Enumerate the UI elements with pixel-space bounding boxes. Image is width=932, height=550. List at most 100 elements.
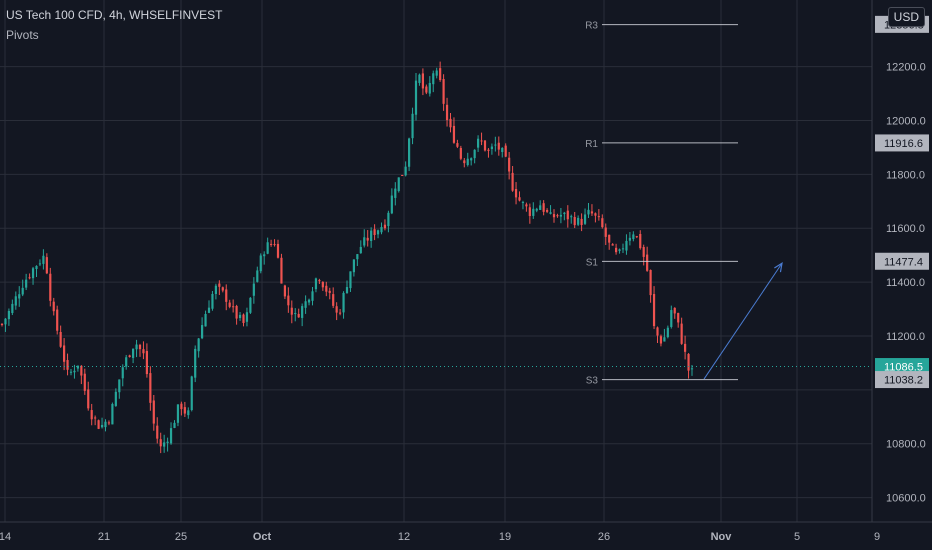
candle — [207, 300, 211, 314]
candle-body — [583, 214, 587, 224]
candle-body — [242, 314, 245, 323]
candle — [228, 299, 231, 309]
candle-body — [546, 210, 549, 212]
candle — [435, 67, 438, 79]
candle — [452, 117, 456, 144]
candle-body — [670, 310, 673, 327]
chart-legend: US Tech 100 CFD, 4h, WHSELFINVEST Pivots — [6, 7, 223, 43]
candle — [38, 259, 42, 267]
candle — [328, 287, 331, 300]
candle-body — [35, 265, 38, 269]
candle — [166, 437, 169, 452]
candle — [201, 317, 204, 340]
candle-body — [49, 273, 52, 301]
candle-body — [87, 389, 90, 409]
candle-body — [169, 428, 173, 444]
candle-body — [4, 318, 7, 325]
candle-body — [477, 138, 480, 148]
projection-line[interactable] — [703, 262, 783, 380]
candle — [97, 419, 100, 430]
candle-body — [646, 254, 649, 271]
candle-body — [604, 227, 607, 237]
candle-body — [639, 233, 642, 249]
candle-body — [666, 327, 669, 338]
candle-body — [459, 147, 462, 159]
candle — [59, 325, 62, 348]
candle — [225, 284, 228, 311]
candle-body — [38, 263, 42, 265]
candle-body — [14, 296, 17, 306]
candle — [194, 345, 197, 383]
candle — [142, 341, 145, 360]
candle-body — [366, 237, 369, 241]
candle-body — [104, 421, 107, 428]
candle — [677, 312, 680, 328]
candle — [83, 368, 86, 395]
candle — [487, 148, 490, 158]
candle-body — [597, 216, 600, 218]
projection-arrowhead[interactable] — [774, 262, 783, 273]
price-tick-label: 11200.0 — [886, 331, 925, 343]
candle — [349, 271, 352, 292]
grid-lines — [0, 0, 878, 522]
candle-body — [63, 345, 66, 362]
candle — [211, 290, 214, 311]
candle-body — [31, 268, 35, 279]
candle — [56, 305, 59, 335]
currency-button[interactable]: USD — [887, 7, 925, 27]
candle-body — [494, 144, 497, 146]
candle — [173, 420, 176, 429]
symbol-title[interactable]: US Tech 100 CFD, 4h, WHSELFINVEST — [6, 8, 223, 22]
candle-body — [656, 327, 659, 336]
candle — [680, 317, 683, 345]
candle — [514, 182, 518, 205]
candle-body — [411, 113, 414, 139]
candle-body — [121, 367, 124, 379]
candle-body — [135, 344, 138, 350]
candle-body — [535, 208, 538, 211]
candle — [332, 287, 335, 309]
study-label-pivots[interactable]: Pivots — [6, 28, 39, 42]
candle — [238, 312, 242, 321]
pivot-price-label: 11477.4 — [884, 256, 923, 268]
candle — [52, 297, 55, 316]
candle-body — [608, 234, 611, 243]
candle — [383, 219, 387, 231]
projection-arrow[interactable] — [703, 262, 783, 380]
candle-body — [373, 229, 376, 236]
candle-body — [456, 143, 459, 147]
price-axis[interactable]: 10600.0 10800.0 11200.0 11400.0 11600.0 11800… — [871, 0, 932, 522]
candle-body — [59, 331, 62, 347]
candle-body — [100, 424, 104, 428]
candle — [66, 353, 69, 376]
candle — [252, 277, 255, 304]
candle — [494, 136, 497, 152]
candle — [294, 308, 297, 322]
candle-body — [490, 146, 493, 150]
candle-body — [628, 237, 631, 241]
time-axis[interactable]: 14 21 25 Oct 12 19 26 Nov 5 9 — [0, 521, 932, 550]
candle — [280, 253, 283, 284]
candle — [125, 354, 128, 370]
candle — [473, 149, 476, 164]
candle-body — [339, 312, 342, 314]
candle — [408, 137, 411, 172]
candle-body — [594, 213, 597, 216]
candle — [304, 295, 307, 314]
candle-body — [94, 417, 97, 419]
candle — [466, 152, 469, 167]
candle — [580, 213, 583, 232]
time-tick-label: 21 — [98, 531, 110, 543]
candle — [380, 222, 383, 235]
candle — [521, 200, 525, 210]
candle — [135, 339, 138, 358]
candle — [366, 230, 369, 247]
candle — [90, 403, 93, 426]
candle — [442, 74, 445, 111]
pivot-label-r3: R3 — [585, 21, 598, 32]
candle — [263, 251, 266, 265]
candle-body — [483, 140, 487, 151]
candle-body — [42, 255, 45, 264]
candle-body — [142, 349, 145, 354]
